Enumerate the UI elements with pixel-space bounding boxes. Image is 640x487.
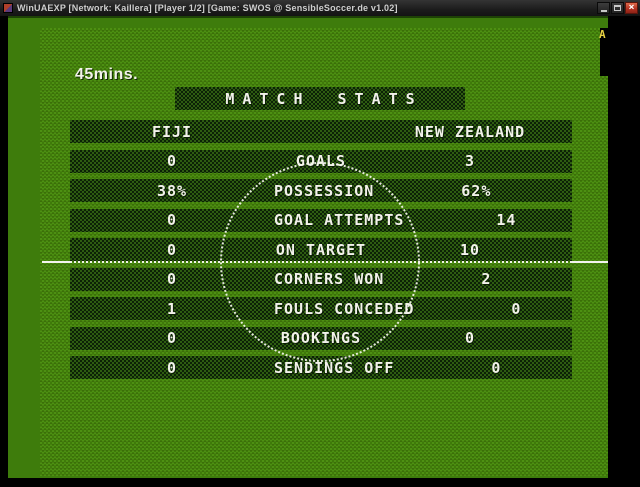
stat-label: FOULS CONCEDED (274, 299, 415, 318)
minimize-button[interactable] (597, 2, 610, 14)
stat-home-value: 38% (156, 181, 188, 200)
stat-away-value: 0 (491, 358, 502, 377)
stat-label: GOALS (295, 152, 347, 170)
window-controls: × (597, 2, 638, 14)
stat-home-value: 0 (166, 211, 178, 229)
stat-home-value: 0 (166, 329, 178, 347)
stats-row: 0 GOALS 3 (70, 149, 572, 173)
stat-away-value: 10 (459, 240, 481, 259)
stats-row: 0 ON TARGET 10 (70, 238, 572, 261)
home-team-name: FIJI (151, 122, 193, 141)
team-header-row: FIJI NEW ZEALAND (70, 120, 572, 143)
osd-indicator: A (599, 28, 606, 41)
stat-label: ON TARGET (275, 240, 367, 259)
stat-away-value: 2 (481, 270, 492, 288)
osd-notch (600, 28, 608, 76)
stat-label: POSSESSION (274, 181, 375, 200)
stat-label: SENDINGS OFF (274, 358, 395, 377)
away-team-name: NEW ZEALAND (414, 122, 526, 141)
stat-away-value: 3 (464, 152, 476, 170)
stats-row: 0 GOAL ATTEMPTS 14 (70, 208, 572, 232)
stat-home-value: 0 (166, 240, 178, 259)
restore-button[interactable] (611, 2, 624, 14)
stats-row: 0 SENDINGS OFF 0 (70, 356, 572, 379)
match-timer: 45mins. (75, 66, 139, 83)
stats-row: 0 CORNERS WON 2 (70, 267, 572, 291)
stat-home-value: 1 (166, 299, 178, 318)
stat-away-value: 0 (511, 299, 522, 318)
stat-home-value: 0 (166, 358, 178, 377)
stat-away-value: 0 (464, 329, 476, 347)
window-title: WinUAEXP [Network: Kaillera] [Player 1/2… (17, 3, 398, 13)
stats-row: 1 FOULS CONCEDED 0 (70, 297, 572, 320)
match-stats-header-bar: MATCH STATS (175, 87, 465, 110)
stat-home-value: 0 (166, 152, 178, 170)
stats-row: 0 BOOKINGS 0 (70, 326, 572, 350)
match-stats-title: MATCH STATS (225, 89, 423, 108)
minimize-icon (600, 9, 607, 12)
stats-table: FIJI NEW ZEALAND 0 GOALS 3 38% POSSESSION 62%… (70, 120, 572, 379)
stat-label: BOOKINGS (280, 329, 362, 347)
stat-label: CORNERS WON (274, 270, 385, 288)
stat-away-value: 62% (461, 181, 492, 200)
game-screen: 45mins. MATCH STATS FIJI NEW ZEALAND 0 GO… (8, 16, 608, 478)
stats-row: 38% POSSESSION 62% (70, 179, 572, 202)
stat-home-value: 0 (166, 270, 178, 288)
app-icon (3, 3, 13, 13)
restore-icon (614, 5, 621, 11)
stat-away-value: 14 (496, 211, 517, 229)
close-button[interactable]: × (625, 2, 638, 14)
close-icon: × (628, 2, 635, 13)
stat-label: GOAL ATTEMPTS (274, 211, 405, 229)
window-titlebar[interactable]: WinUAEXP [Network: Kaillera] [Player 1/2… (0, 0, 640, 16)
